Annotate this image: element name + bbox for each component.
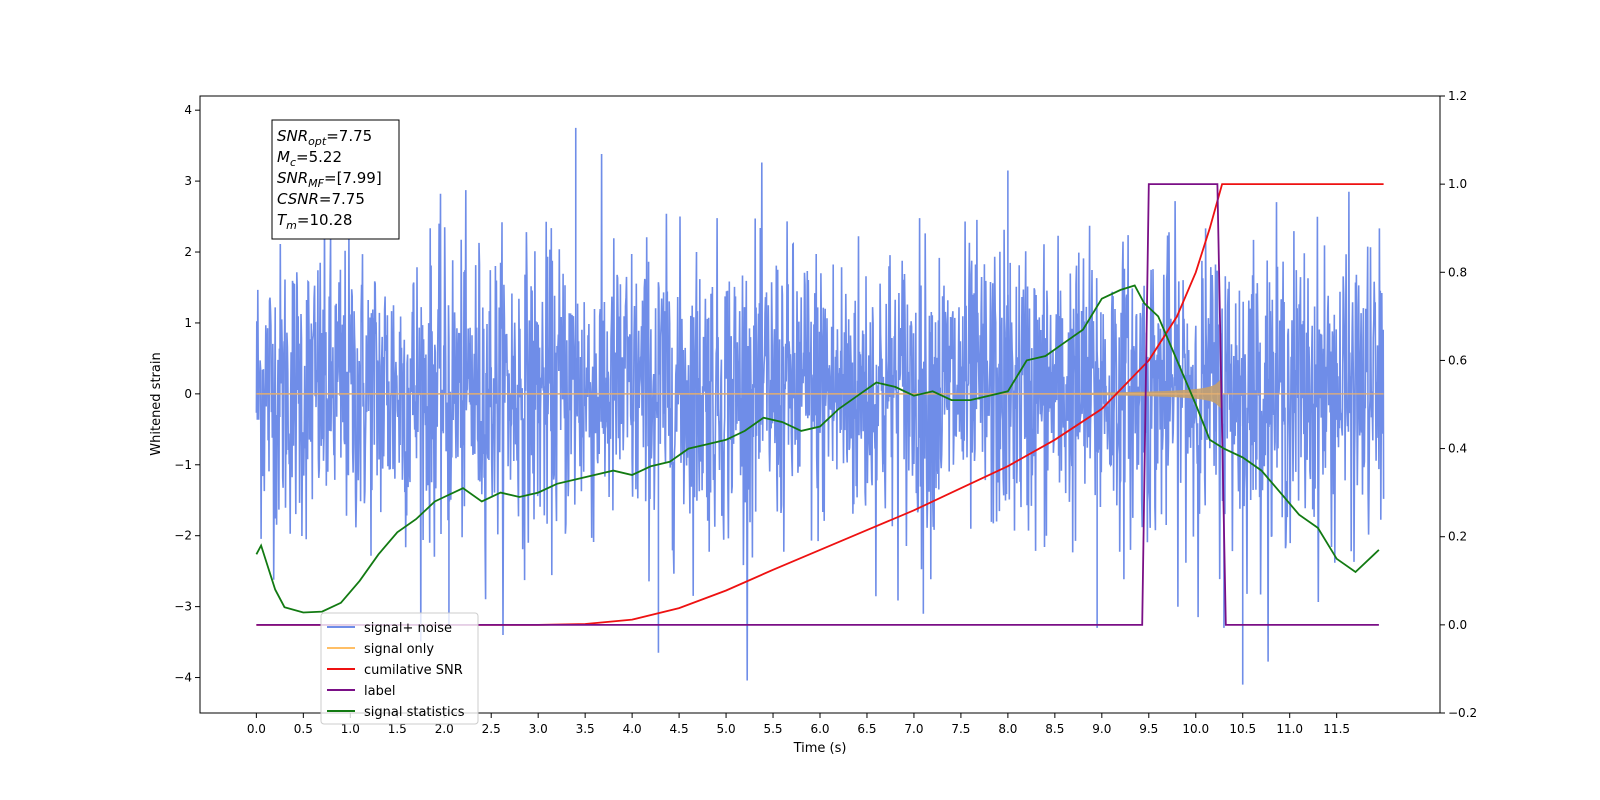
x-tick-label: 7.0 (904, 722, 923, 736)
y2-tick-label: −0.2 (1448, 706, 1477, 720)
y-axis-right: 1.2 1.0 0.8 0.6 0.4 0.2 0.0 −0.2 (1440, 89, 1477, 720)
label-line (256, 183, 1379, 626)
right-axis-series (255, 183, 1384, 626)
x-tick-label: 11.5 (1323, 722, 1350, 736)
y2-tick-label: 0.2 (1448, 530, 1467, 544)
y-tick-label: −4 (174, 671, 192, 685)
x-tick-label: 10.0 (1182, 722, 1209, 736)
x-tick-label: 9.5 (1139, 722, 1158, 736)
x-tick-label: 7.5 (951, 722, 970, 736)
legend-frame (320, 612, 479, 725)
info-box-line: Tm=10.28 (277, 211, 352, 232)
y-axis-left: 4 3 2 1 0 −1 −2 −3 −4 (174, 103, 200, 685)
y2-tick-label: 0.0 (1448, 618, 1467, 632)
x-tick-label: 0.5 (294, 722, 313, 736)
legend-label: signal statistics (364, 705, 465, 720)
y2-tick-label: 0.4 (1448, 442, 1467, 456)
y-tick-label: 1 (184, 316, 192, 330)
info-box-frame (271, 119, 400, 240)
legend-label: signal only (364, 642, 434, 657)
x-tick-label: 9.0 (1092, 722, 1111, 736)
x-axis-label: Time (s) (793, 741, 847, 756)
y-tick-label: −2 (174, 529, 192, 543)
x-tick-label: 5.0 (717, 722, 736, 736)
x-tick-label: 5.5 (763, 722, 782, 736)
x-tick-label: 6.0 (810, 722, 829, 736)
legend-label: label (364, 684, 395, 699)
y-axis-label: Whitened strain (149, 352, 164, 455)
info-box-line: CSNR=7.75 (277, 190, 365, 208)
legend-label: cumilative SNR (364, 663, 463, 678)
x-tick-label: 3.0 (529, 722, 548, 736)
info-box-line: SNRMF=[7.99] (277, 169, 382, 190)
x-tick-label: 1.5 (388, 722, 407, 736)
signal-only-series (256, 378, 1384, 410)
y-tick-label: 2 (184, 245, 192, 259)
legend-label: signal+ noise (364, 621, 452, 636)
y-tick-label: 3 (184, 174, 192, 188)
x-tick-label: 1.0 (341, 722, 360, 736)
x-tick-label: 4.0 (623, 722, 642, 736)
y2-tick-label: 1.2 (1448, 89, 1467, 103)
y-tick-label: −3 (174, 600, 192, 614)
x-tick-label: 8.0 (998, 722, 1017, 736)
y2-tick-label: 0.8 (1448, 265, 1467, 279)
x-tick-label: 2.0 (435, 722, 454, 736)
x-tick-label: 3.5 (576, 722, 595, 736)
x-tick-label: 4.5 (670, 722, 689, 736)
y-tick-label: −1 (174, 458, 192, 472)
x-tick-label: 8.5 (1045, 722, 1064, 736)
legend: signal+ noise signal only cumilative SNR la… (320, 612, 479, 725)
signal-statistics-line (255, 284, 1380, 614)
noise-line (255, 153, 1385, 681)
cumilative-snr-line (256, 183, 1384, 626)
y2-tick-label: 0.6 (1448, 353, 1467, 367)
y2-tick-label: 1.0 (1448, 177, 1467, 191)
x-tick-label: 2.5 (482, 722, 501, 736)
info-box-line: SNRopt=7.75 (277, 127, 372, 148)
x-tick-label: 6.5 (857, 722, 876, 736)
x-tick-label: 0.0 (247, 722, 266, 736)
y-tick-label: 4 (184, 103, 192, 117)
info-box-line: Mc=5.22 (277, 148, 342, 169)
x-tick-label: 11.0 (1276, 722, 1303, 736)
x-tick-label: 10.5 (1229, 722, 1256, 736)
y-tick-label: 0 (184, 387, 192, 401)
